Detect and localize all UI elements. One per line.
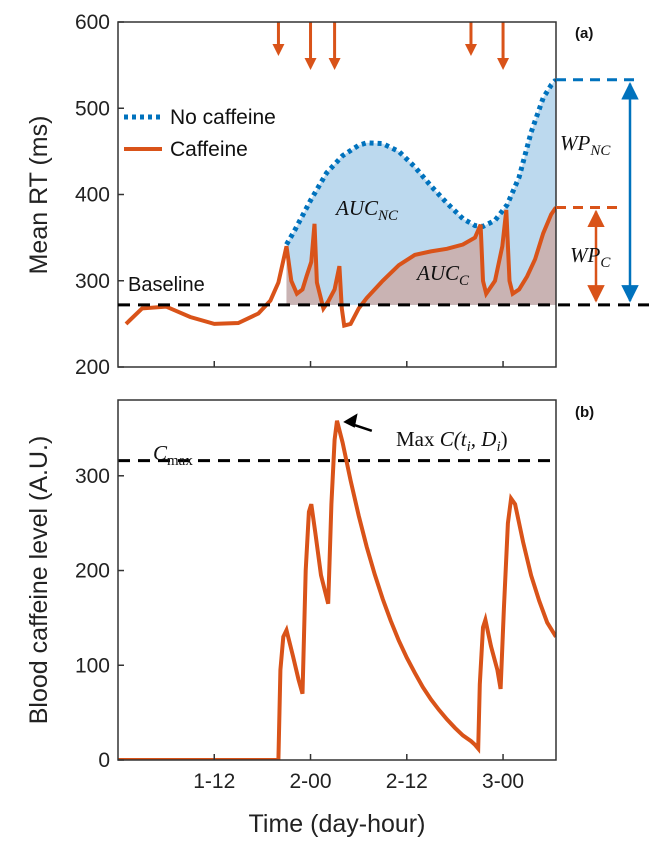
y-tick-label-b: 0 xyxy=(98,749,110,772)
dose-marker-head xyxy=(497,58,510,70)
max-annotation-arrow xyxy=(343,413,373,433)
x-tick-label: 2-12 xyxy=(386,770,428,793)
axes-box-b xyxy=(117,399,557,761)
y-tick-label-b: 100 xyxy=(75,654,110,677)
auc-c-area xyxy=(286,207,556,305)
y-tick-label-a: 500 xyxy=(75,97,110,120)
panel-label-a: (a) xyxy=(575,25,593,42)
panel-label-b: (b) xyxy=(575,404,594,421)
max-annotation-label: Max C(ti, Di) xyxy=(396,427,508,455)
x-ticks-a xyxy=(213,361,504,367)
auc-c-label: AUCC xyxy=(415,261,470,289)
wp-nc-label: WPNC xyxy=(560,131,611,159)
panel-a: 200 300 400 500 600 (a) Mean RT (ms) No caff… xyxy=(25,11,649,379)
legend: No caffeine Caffeine xyxy=(124,106,276,161)
y-axis-label-a: Mean RT (ms) xyxy=(25,116,53,275)
wp-annotations: WPNC WPC xyxy=(556,78,639,303)
y-tick-label-a: 200 xyxy=(75,356,110,379)
x-axis-label: Time (day-hour) xyxy=(249,810,426,838)
y-ticks-b: 0 100 200 300 xyxy=(75,465,124,772)
panel-b: 0 100 200 300 1-12 2-00 2-12 3-00 (b) Blood ca… xyxy=(25,399,594,838)
y-tick-label-a: 400 xyxy=(75,184,110,207)
dose-marker-head xyxy=(328,58,341,70)
blood-caffeine-line xyxy=(118,420,556,760)
dose-marker-head xyxy=(464,44,477,56)
wp-c-label: WPC xyxy=(570,243,611,271)
x-tick-label: 3-00 xyxy=(482,770,524,793)
y-tick-label-a: 600 xyxy=(75,11,110,34)
y-ticks-a: 200 300 400 500 600 xyxy=(75,11,124,379)
legend-label-no-caffeine: No caffeine xyxy=(170,106,276,129)
y-tick-label-a: 300 xyxy=(75,270,110,293)
dose-marker-head xyxy=(304,58,317,70)
no-caffeine-line xyxy=(284,78,556,246)
baseline-label: Baseline xyxy=(128,274,205,296)
legend-label-caffeine: Caffeine xyxy=(170,138,248,161)
y-tick-label-b: 200 xyxy=(75,560,110,583)
y-axis-label-b: Blood caffeine level (A.U.) xyxy=(25,436,53,725)
caffeine-line xyxy=(124,206,556,329)
auc-nc-area xyxy=(286,79,556,305)
x-tick-label: 1-12 xyxy=(193,770,235,793)
dose-markers xyxy=(272,22,510,70)
dose-marker-head xyxy=(272,44,285,56)
y-tick-label-b: 300 xyxy=(75,465,110,488)
x-tick-label: 2-00 xyxy=(290,770,332,793)
x-ticks-b: 1-12 2-00 2-12 3-00 xyxy=(193,754,524,793)
auc-nc-label: AUCNC xyxy=(334,196,399,224)
cmax-label: Cmax xyxy=(153,441,193,469)
